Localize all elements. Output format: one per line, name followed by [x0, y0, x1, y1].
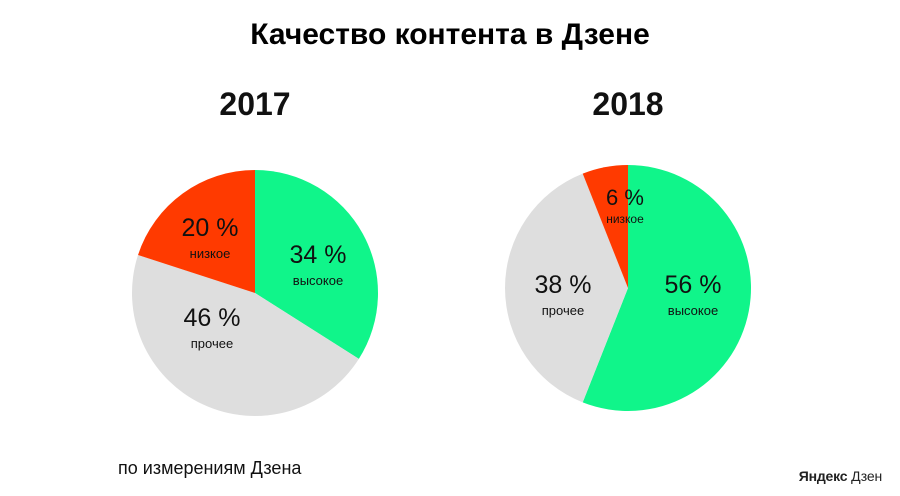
pie-2017-value-label-2: 20 %	[182, 214, 239, 242]
chart-title: Качество контента в Дзене	[250, 18, 650, 51]
pie-2017-slice-2	[138, 170, 255, 293]
pie-2018-category-label-1: прочее	[542, 303, 584, 318]
pie-2017-category-label-1: прочее	[191, 336, 233, 351]
pie-2017-title: 2017	[219, 86, 291, 122]
logo-product: Дзен	[851, 468, 882, 484]
pie-2017-slice-0	[255, 170, 378, 359]
pie-2018-slice-2	[582, 165, 628, 288]
pie-chart-2018: 56 % высокое 38 % прочее 6 % низкое	[505, 165, 751, 411]
pie-2018-slice-0	[582, 165, 751, 411]
pie-2018-slice-1	[505, 173, 628, 403]
pie-2017-category-label-2: низкое	[190, 246, 231, 261]
pie-chart-2017: 34 % высокое 46 % прочее 20 % низкое	[132, 170, 378, 416]
pie-2018-title: 2018	[592, 86, 664, 122]
footnote: по измерениям Дзена	[118, 458, 302, 478]
logo-brand: Яндекс	[798, 468, 848, 484]
pie-2017-category-label-0: высокое	[293, 273, 343, 288]
pie-2017-value-label-0: 34 %	[290, 241, 347, 269]
pie-2017-value-label-1: 46 %	[184, 304, 241, 332]
pie-2018-value-label-1: 38 %	[535, 271, 592, 299]
pie-2017-slice-1	[132, 254, 359, 416]
pie-2018-category-label-0: высокое	[668, 303, 718, 318]
yandex-zen-logo: Яндекс Дзен	[799, 468, 882, 484]
pie-2018-value-label-2: 6 %	[606, 185, 644, 210]
pie-2018-category-label-2: низкое	[606, 212, 644, 226]
pie-2018-value-label-0: 56 %	[665, 271, 722, 299]
